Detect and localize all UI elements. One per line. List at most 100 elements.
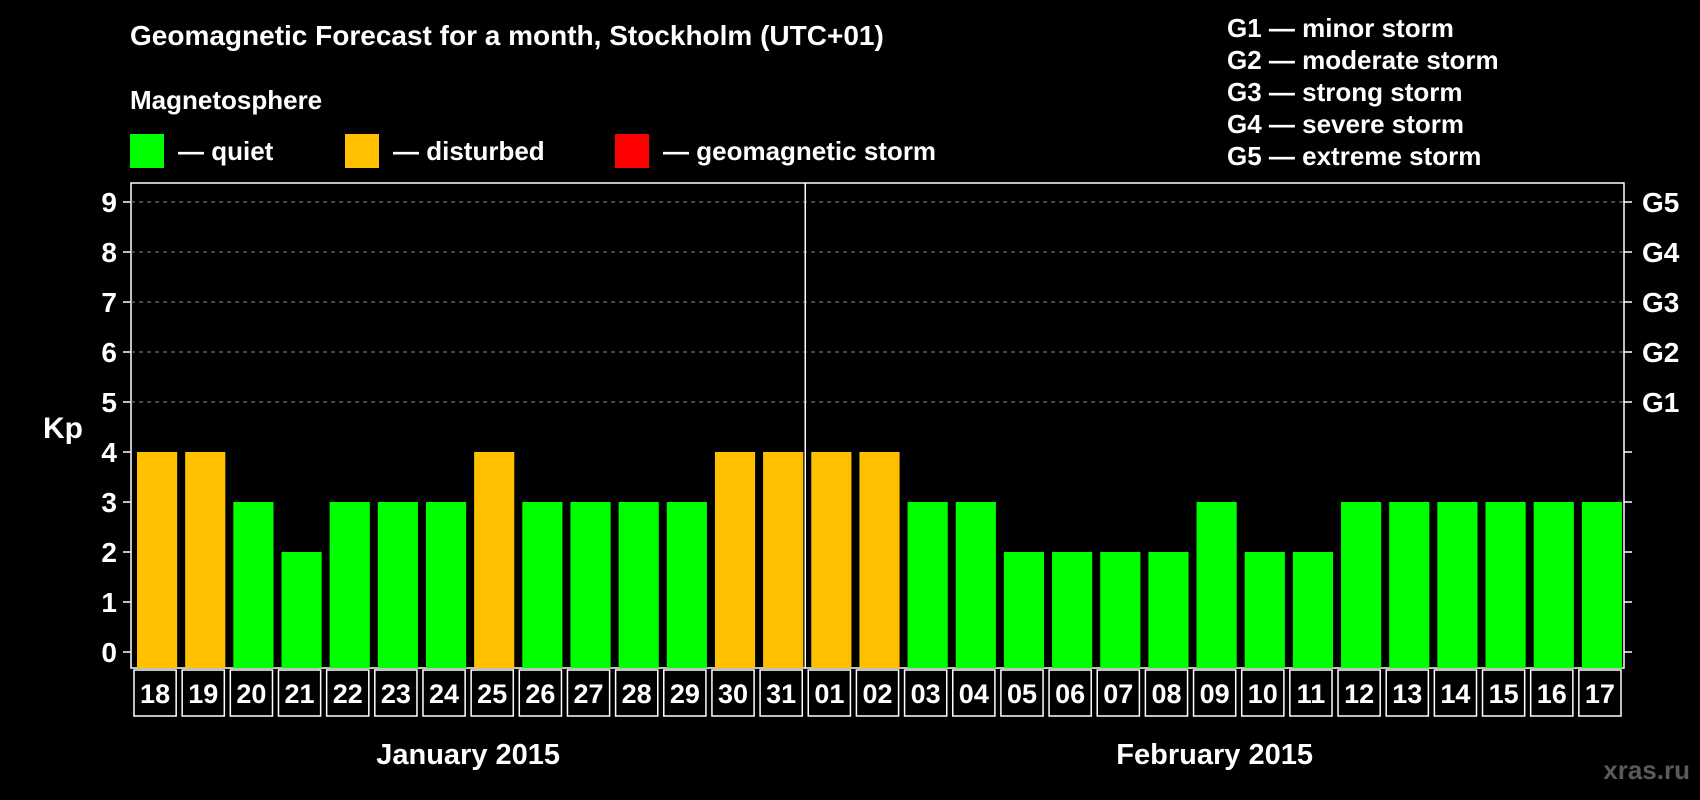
x-tick-label: 25 [477, 679, 507, 709]
day-label-box [1481, 669, 1526, 717]
month-label-february: February 2015 [1116, 739, 1313, 771]
kp-bar [1244, 552, 1285, 668]
x-tick-label: 19 [188, 679, 218, 709]
kp-bar [522, 502, 563, 668]
legend-swatch-disturbed [345, 134, 379, 168]
g-scale-item-g5: G5 — extreme storm [1227, 141, 1482, 171]
kp-bar [1292, 552, 1334, 668]
kp-bar [233, 502, 274, 668]
legend-label-disturbed: — disturbed [393, 135, 545, 166]
day-label-box [325, 669, 370, 717]
x-tick-label: 17 [1585, 679, 1615, 709]
kp-bar [281, 552, 322, 668]
kp-bar [137, 452, 178, 668]
kp-bar [1052, 552, 1093, 668]
g-level-label: G2 [1642, 337, 1679, 368]
x-tick-label: 15 [1489, 679, 1519, 709]
x-tick-label: 13 [1392, 679, 1422, 709]
month-label-january: January 2015 [376, 739, 560, 771]
day-label-box [663, 669, 707, 717]
x-tick-label: 10 [1248, 679, 1278, 709]
kp-bar [1581, 502, 1622, 668]
x-tick-label: 30 [718, 679, 748, 709]
day-label-box [374, 669, 418, 717]
kp-bar [714, 452, 756, 668]
day-label-box [181, 669, 226, 717]
day-label-box [1144, 669, 1189, 717]
x-tick-label: 14 [1440, 679, 1470, 709]
legend-swatch-storm [615, 134, 649, 168]
legend-label-storm: — geomagnetic storm [663, 135, 937, 166]
g-scale-legend: G1 — minor storm G2 — moderate storm G3 … [1227, 12, 1499, 172]
kp-bar [666, 502, 707, 668]
x-tick-label: 18 [140, 679, 170, 709]
y-tick-label: 2 [101, 537, 117, 568]
legend-item-disturbed: — disturbed [345, 134, 545, 168]
g-level-label: G3 [1642, 287, 1679, 318]
day-label-box [614, 669, 659, 717]
x-tick-label: 11 [1297, 679, 1326, 709]
x-tick-label: 31 [766, 679, 796, 709]
g-level-label: G1 [1642, 387, 1679, 418]
x-tick-label: 08 [1151, 679, 1181, 709]
y-axis-label: Kp [43, 412, 83, 445]
g-level-label: G4 [1642, 237, 1680, 268]
x-tick-label: 21 [285, 679, 315, 709]
g-scale-item-g4: G4 — severe storm [1227, 109, 1465, 139]
day-label-box [1337, 669, 1381, 717]
legend-label-quiet: — quiet [178, 135, 274, 166]
kp-bar [474, 452, 515, 668]
day-label-box [422, 669, 466, 717]
day-label-box [470, 669, 515, 717]
x-tick-label: 04 [959, 679, 989, 709]
x-tick-label: 26 [525, 679, 555, 709]
x-tick-label: 02 [862, 679, 892, 709]
kp-bar [377, 502, 418, 668]
x-tick-label: 09 [1200, 679, 1230, 709]
day-label-box [518, 669, 563, 717]
day-label-box [1578, 669, 1622, 717]
y-tick-label: 4 [101, 437, 117, 468]
y-tick-label: 6 [101, 337, 117, 368]
kp-bar [329, 502, 370, 668]
day-label-box [759, 669, 804, 717]
x-tick-label: 07 [1103, 679, 1133, 709]
y-tick-label: 5 [101, 387, 117, 418]
y-tick-label: 7 [101, 287, 117, 318]
x-tick-label: 01 [814, 679, 844, 709]
kp-bar [1148, 552, 1189, 668]
kp-bar [618, 502, 659, 668]
magnetosphere-label: Magnetosphere [130, 85, 323, 115]
day-label-box [277, 669, 322, 717]
day-label-box [566, 669, 611, 717]
g-scale-item-g2: G2 — moderate storm [1227, 45, 1499, 75]
day-label-box [1385, 669, 1430, 717]
y-tick-label: 1 [101, 587, 117, 618]
kp-bar [1341, 502, 1382, 668]
kp-bar [763, 452, 804, 668]
x-tick-label: 27 [574, 679, 604, 709]
x-tick-label: 28 [622, 679, 652, 709]
day-label-box [1000, 669, 1044, 717]
g-scale-item-g3: G3 — strong storm [1227, 77, 1463, 107]
legend-swatch-quiet [130, 134, 164, 168]
day-label-box [855, 669, 900, 717]
x-tick-label: 12 [1344, 679, 1374, 709]
kp-bar [811, 452, 852, 668]
y-tick-label: 0 [101, 637, 117, 668]
legend-item-storm: — geomagnetic storm [615, 134, 936, 168]
day-label-box [807, 669, 852, 717]
x-tick-label: 24 [429, 679, 459, 709]
x-tick-label: 06 [1055, 679, 1085, 709]
day-label-box [711, 669, 755, 717]
day-label-box [1289, 669, 1333, 717]
kp-bar [1196, 502, 1237, 668]
kp-bar [1533, 502, 1574, 668]
kp-bar [1437, 502, 1478, 668]
kp-bar [425, 502, 467, 668]
x-tick-label: 29 [670, 679, 700, 709]
g-level-label: G5 [1642, 187, 1679, 218]
legend-item-quiet: — quiet [130, 134, 273, 168]
x-tick-label: 16 [1537, 679, 1567, 709]
